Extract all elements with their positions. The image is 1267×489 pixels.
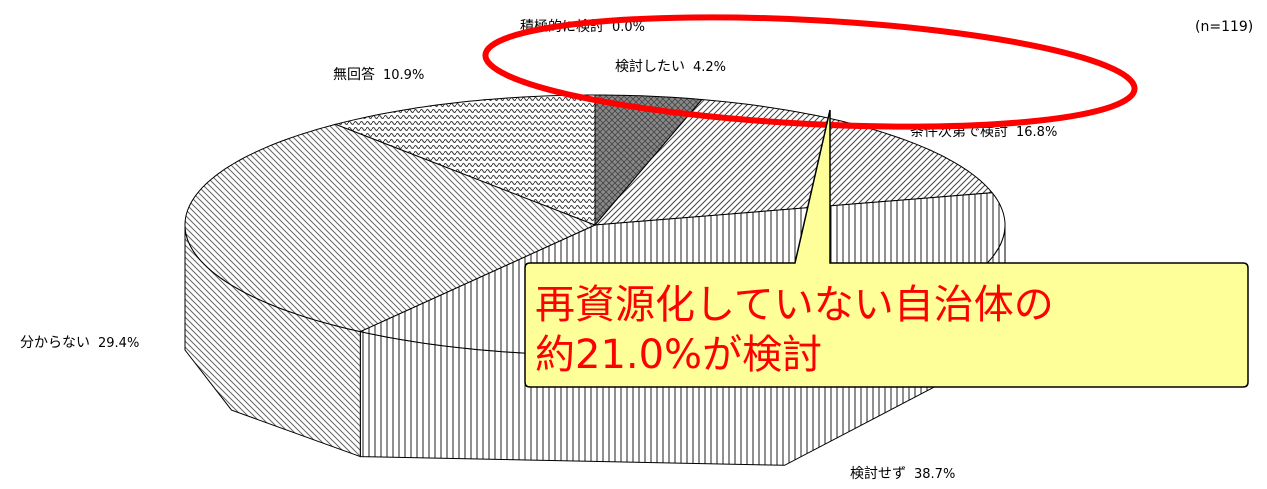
callout — [524, 109, 1249, 388]
category-label: 分からない — [20, 335, 90, 351]
value-label: 0.0% — [612, 20, 645, 35]
callout-text: 再資源化していない自治体の — [535, 282, 1054, 328]
category-label: 検討せず — [850, 466, 906, 482]
value-label: 29.4% — [98, 336, 139, 351]
category-label: 検討したい — [615, 59, 685, 75]
slice-label: 無回答 10.9% — [333, 66, 424, 83]
callout-text: 約21.0%が検討 — [535, 332, 822, 378]
slice-label: 検討したい 4.2% — [615, 59, 726, 75]
slice — [593, 98, 994, 226]
value-label: 38.7% — [914, 467, 955, 482]
category-label: 無回答 — [333, 66, 375, 83]
sample-size: (n=119) — [1195, 19, 1253, 35]
highlight-ring — [482, 14, 1138, 130]
value-label: 10.9% — [383, 68, 424, 83]
slice — [333, 94, 596, 226]
slice — [184, 123, 597, 333]
value-label: 16.8% — [1016, 125, 1057, 140]
value-label: 4.2% — [693, 60, 726, 75]
slice — [594, 94, 703, 227]
slice-label: 分からない 29.4% — [20, 335, 139, 351]
slice-label: 検討せず 38.7% — [850, 466, 955, 482]
